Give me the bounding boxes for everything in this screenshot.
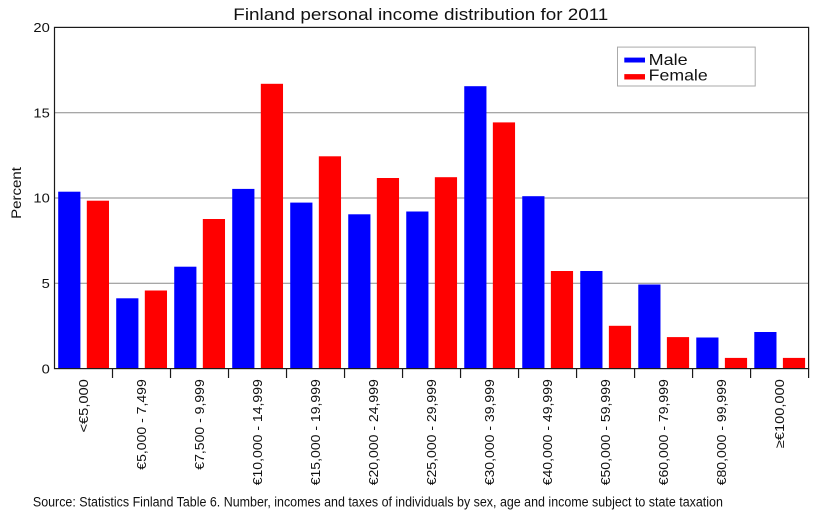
svg-text:€40,000 - 49,999: €40,000 - 49,999 — [540, 379, 555, 485]
svg-text:Percent: Percent — [9, 167, 24, 219]
svg-text:€60,000 - 79,999: €60,000 - 79,999 — [656, 379, 671, 485]
svg-text:€25,000 - 29,999: €25,000 - 29,999 — [424, 379, 439, 485]
svg-text:Finland personal income distri: Finland personal income distribution for… — [233, 6, 608, 24]
svg-text:Female: Female — [649, 68, 708, 85]
svg-text:€15,000 - 19,999: €15,000 - 19,999 — [308, 379, 323, 485]
svg-text:Male: Male — [649, 52, 688, 69]
svg-text:20: 20 — [33, 20, 49, 35]
svg-text:Source: Statistics Finland Tab: Source: Statistics Finland Table 6. Numb… — [33, 494, 723, 509]
svg-text:10: 10 — [33, 191, 49, 206]
svg-text:€7,500 - 9,999: €7,500 - 9,999 — [192, 379, 207, 470]
svg-text:0: 0 — [42, 361, 50, 376]
svg-text:€5,000 - 7,499: €5,000 - 7,499 — [134, 379, 149, 470]
svg-text:€30,000 - 39,999: €30,000 - 39,999 — [482, 379, 497, 485]
svg-text:€20,000 - 24,999: €20,000 - 24,999 — [366, 379, 381, 485]
svg-text:<€5,000: <€5,000 — [76, 379, 91, 432]
svg-text:15: 15 — [33, 105, 49, 120]
svg-text:5: 5 — [42, 276, 50, 291]
svg-text:€80,000 - 99,999: €80,000 - 99,999 — [714, 379, 729, 485]
svg-text:≥€100,000: ≥€100,000 — [772, 379, 787, 448]
svg-text:€50,000 - 59,999: €50,000 - 59,999 — [598, 379, 613, 485]
svg-text:€10,000 - 14,999: €10,000 - 14,999 — [250, 379, 265, 485]
